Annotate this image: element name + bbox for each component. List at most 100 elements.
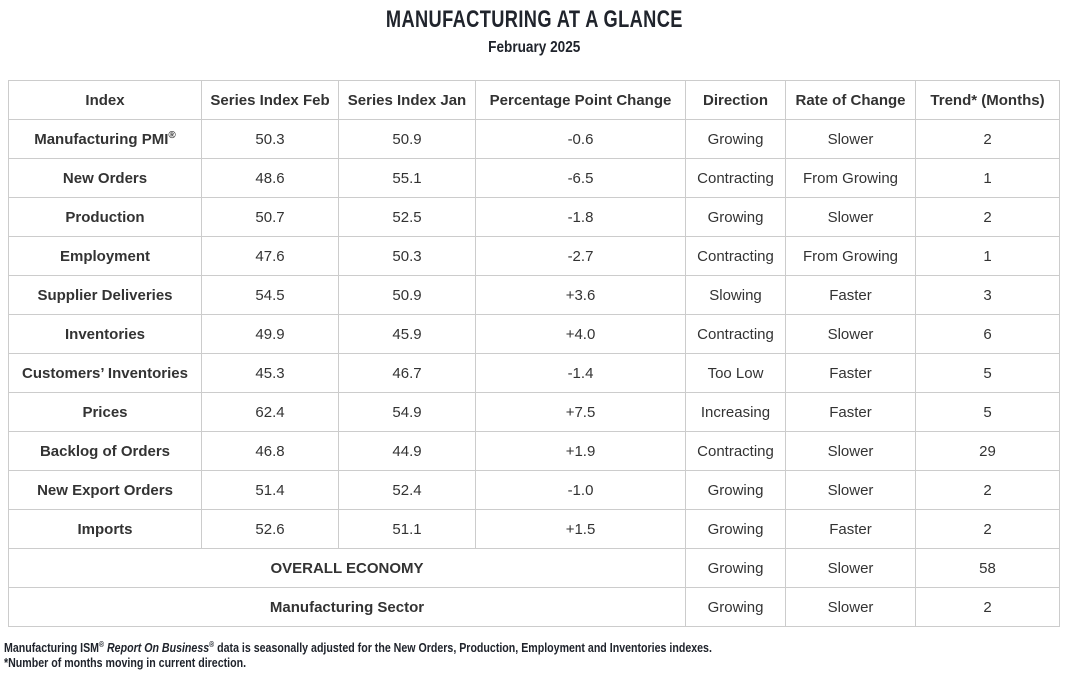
feb-cell: 52.6 [201, 509, 339, 549]
page-title-text: MANUFACTURING AT A GLANCE [386, 6, 683, 33]
report-on-business-label: Report On Business [104, 641, 210, 656]
footnote-block: Manufacturing ISM® Report On Business® d… [4, 637, 909, 671]
trend-cell: 2 [915, 119, 1060, 159]
footnote-line1: Manufacturing ISM® Report On Business® d… [4, 637, 909, 656]
direction-cell: Too Low [685, 353, 786, 393]
change-cell: -6.5 [475, 158, 686, 198]
index-cell: Production [8, 197, 202, 237]
summary-label-cell: OVERALL ECONOMY [8, 548, 686, 588]
jan-cell: 50.9 [338, 275, 476, 315]
direction-cell: Contracting [685, 236, 786, 276]
feb-cell: 47.6 [201, 236, 339, 276]
change-cell: +7.5 [475, 392, 686, 432]
rate-cell: Faster [785, 392, 916, 432]
direction-cell: Increasing [685, 392, 786, 432]
footnote-line2: *Number of months moving in current dire… [4, 656, 247, 671]
registered-mark: ® [99, 640, 105, 649]
trend-cell: 58 [915, 548, 1060, 588]
direction-cell: Growing [685, 197, 786, 237]
change-cell: -1.4 [475, 353, 686, 393]
jan-cell: 50.9 [338, 119, 476, 159]
change-cell: -0.6 [475, 119, 686, 159]
change-cell: +1.5 [475, 509, 686, 549]
jan-cell: 51.1 [338, 509, 476, 549]
rate-cell: Slower [785, 548, 916, 588]
index-cell: Supplier Deliveries [8, 275, 202, 315]
table-row: Manufacturing PMI® 50.3 50.9 -0.6 Growing Slo… [8, 119, 1060, 159]
direction-cell: Growing [685, 587, 786, 627]
column-header-series-feb: Series Index Feb [201, 80, 339, 120]
rate-cell: From Growing [785, 158, 916, 198]
rate-cell: From Growing [785, 236, 916, 276]
jan-cell: 50.3 [338, 236, 476, 276]
direction-cell: Slowing [685, 275, 786, 315]
column-header-pct-change: Percentage Point Change [475, 80, 686, 120]
table-row: Backlog of Orders 46.8 44.9 +1.9 Contracting… [8, 431, 1060, 471]
change-cell: -1.0 [475, 470, 686, 510]
direction-cell: Contracting [685, 314, 786, 354]
rate-cell: Slower [785, 314, 916, 354]
column-header-trend: Trend* (Months) [915, 80, 1060, 120]
page-subtitle-text: February 2025 [488, 39, 581, 56]
table-row: Supplier Deliveries 54.5 50.9 +3.6 Slowing Fa… [8, 275, 1060, 315]
table-row: New Export Orders 51.4 52.4 -1.0 Growing Slow… [8, 470, 1060, 510]
rate-cell: Slower [785, 119, 916, 159]
table-row: New Orders 48.6 55.1 -6.5 Contracting From Gr… [8, 158, 1060, 198]
index-cell: New Orders [8, 158, 202, 198]
trend-cell: 5 [915, 392, 1060, 432]
summary-row: Manufacturing Sector Growing Slower 2 [8, 587, 1060, 627]
trend-cell: 29 [915, 431, 1060, 471]
trend-cell: 6 [915, 314, 1060, 354]
column-header-direction: Direction [685, 80, 786, 120]
change-cell: +1.9 [475, 431, 686, 471]
table-row: Inventories 49.9 45.9 +4.0 Contracting Slower… [8, 314, 1060, 354]
trend-cell: 1 [915, 236, 1060, 276]
index-cell: New Export Orders [8, 470, 202, 510]
report-header: MANUFACTURING AT A GLANCE February 2025 [0, 8, 1069, 57]
index-cell: Imports [8, 509, 202, 549]
trend-cell: 2 [915, 470, 1060, 510]
jan-cell: 44.9 [338, 431, 476, 471]
column-header-rate: Rate of Change [785, 80, 916, 120]
manufacturing-glance-table: Index Series Index Feb Series Index Jan … [8, 80, 1060, 627]
footnote-text: data is seasonally adjusted for the New … [214, 641, 712, 656]
index-cell: Employment [8, 236, 202, 276]
table-row: Production 50.7 52.5 -1.8 Growing Slower 2 [8, 197, 1060, 237]
feb-cell: 49.9 [201, 314, 339, 354]
index-cell: Backlog of Orders [8, 431, 202, 471]
rate-cell: Slower [785, 197, 916, 237]
summary-row: OVERALL ECONOMY Growing Slower 58 [8, 548, 1060, 588]
table-header: Index Series Index Feb Series Index Jan … [8, 80, 1060, 120]
index-cell: Inventories [8, 314, 202, 354]
rate-cell: Slower [785, 431, 916, 471]
feb-cell: 45.3 [201, 353, 339, 393]
feb-cell: 50.3 [201, 119, 339, 159]
summary-label-cell: Manufacturing Sector [8, 587, 686, 627]
feb-cell: 51.4 [201, 470, 339, 510]
rate-cell: Faster [785, 509, 916, 549]
rate-cell: Slower [785, 470, 916, 510]
feb-cell: 50.7 [201, 197, 339, 237]
direction-cell: Contracting [685, 431, 786, 471]
trend-cell: 2 [915, 587, 1060, 627]
table-row: Imports 52.6 51.1 +1.5 Growing Faster 2 [8, 509, 1060, 549]
change-cell: -1.8 [475, 197, 686, 237]
rate-cell: Faster [785, 353, 916, 393]
table-row: Employment 47.6 50.3 -2.7 Contracting From Gr… [8, 236, 1060, 276]
page-title: MANUFACTURING AT A GLANCE [0, 8, 1069, 32]
change-cell: +4.0 [475, 314, 686, 354]
jan-cell: 46.7 [338, 353, 476, 393]
header-row: Index Series Index Feb Series Index Jan … [8, 80, 1060, 120]
direction-cell: Growing [685, 119, 786, 159]
jan-cell: 52.4 [338, 470, 476, 510]
registered-mark: ® [168, 130, 176, 141]
direction-cell: Contracting [685, 158, 786, 198]
trend-cell: 3 [915, 275, 1060, 315]
table-body: Manufacturing PMI® 50.3 50.9 -0.6 Growing Slo… [8, 119, 1060, 627]
rate-cell: Slower [785, 587, 916, 627]
feb-cell: 54.5 [201, 275, 339, 315]
direction-cell: Growing [685, 509, 786, 549]
index-cell: Prices [8, 392, 202, 432]
jan-cell: 55.1 [338, 158, 476, 198]
